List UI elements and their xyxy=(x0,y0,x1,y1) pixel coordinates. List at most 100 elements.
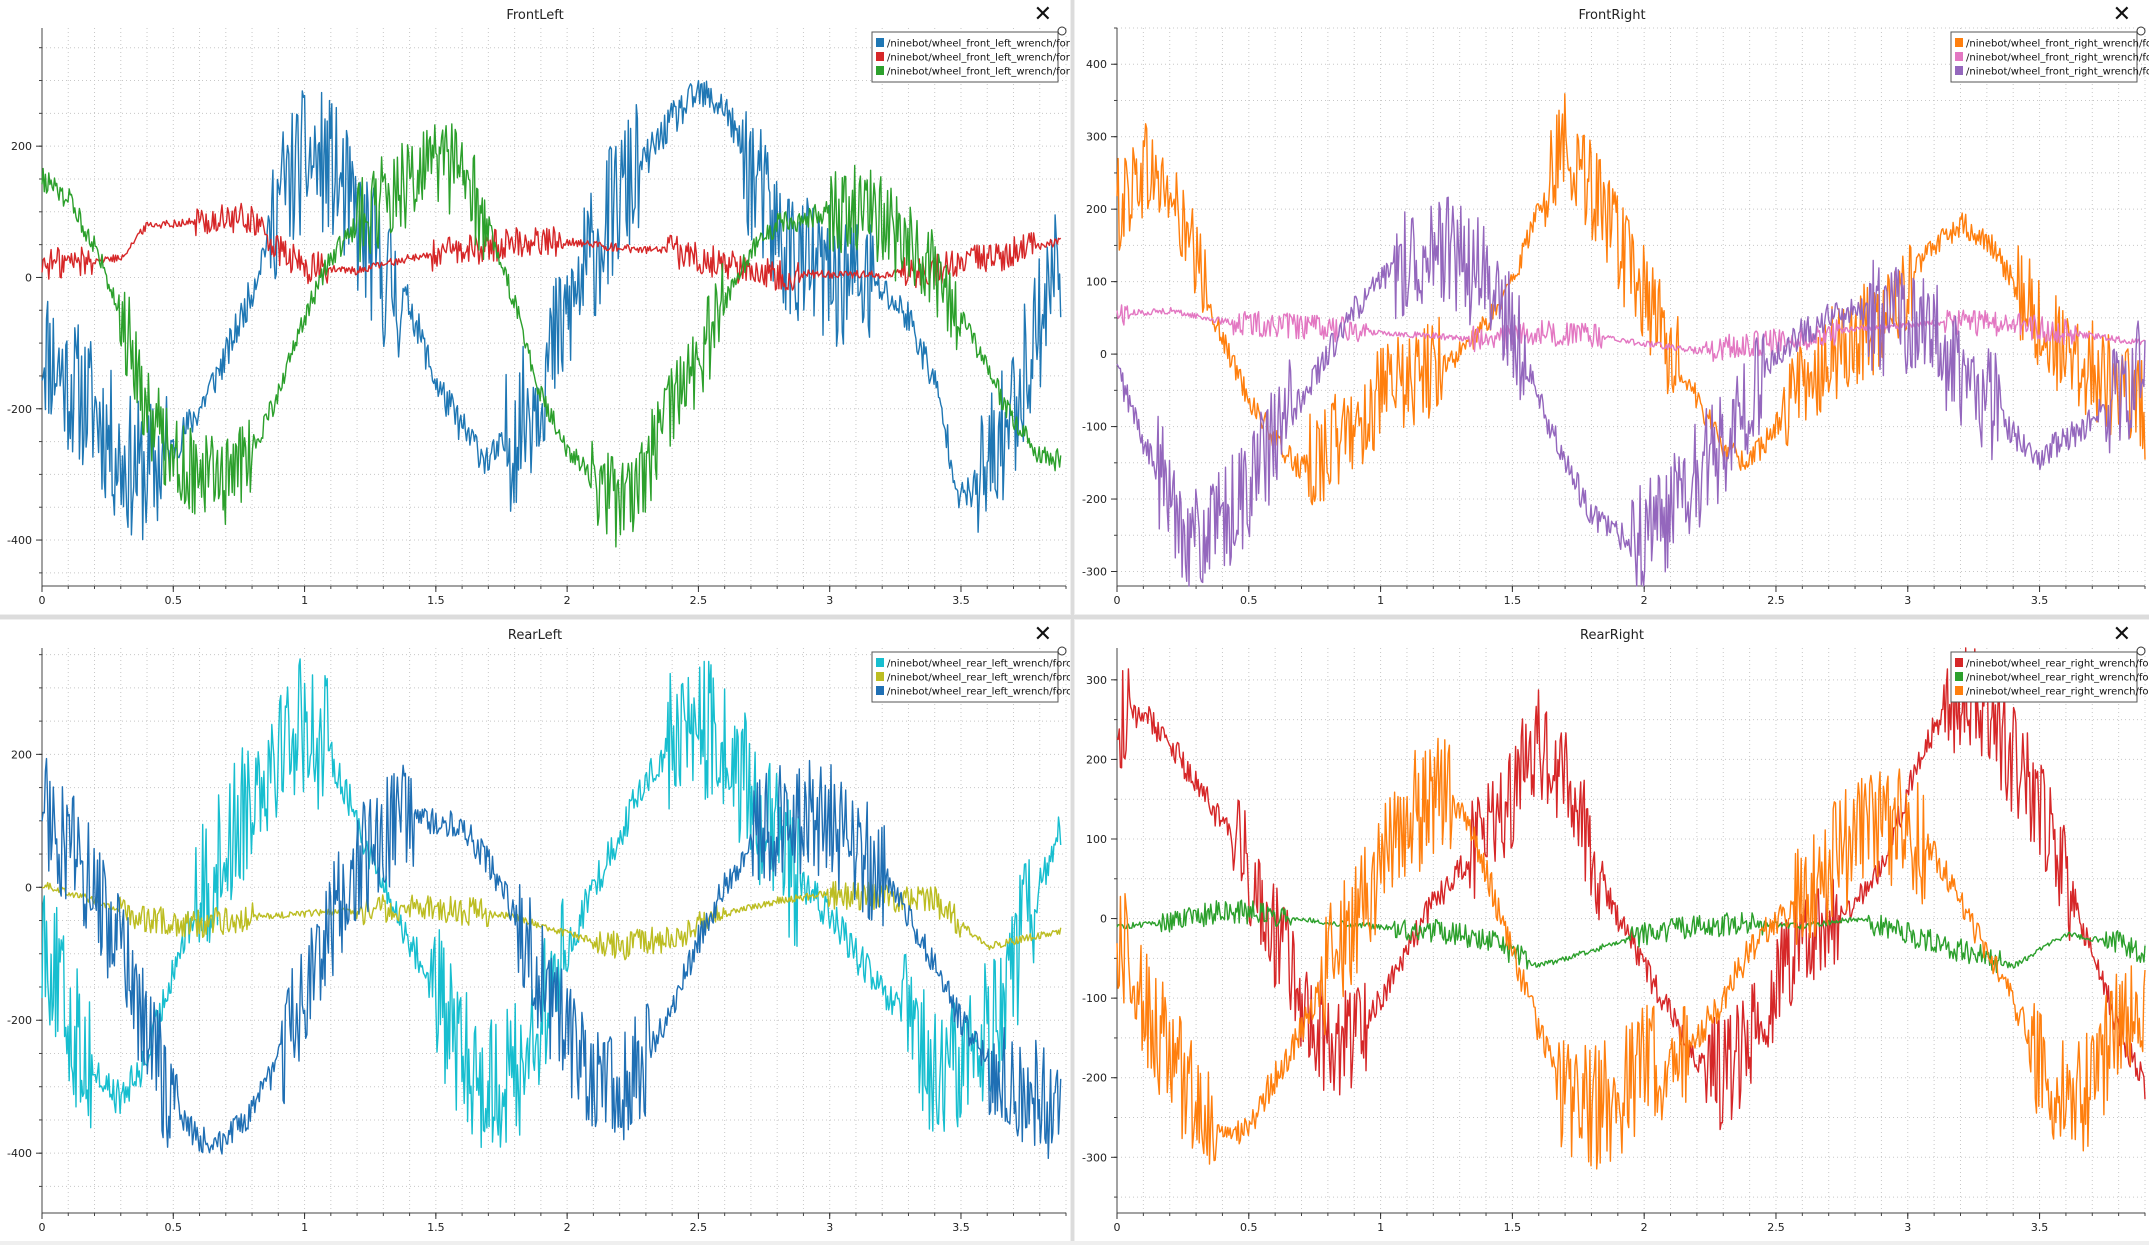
series-line xyxy=(41,123,1062,548)
y-tick-label: -200 xyxy=(1082,1072,1107,1085)
legend-swatch xyxy=(1955,52,1963,61)
legend-label: /ninebot/wheel_rear_right_wrench/force/y xyxy=(1966,673,2149,684)
x-tick-label: 1 xyxy=(301,1221,308,1234)
close-icon[interactable]: ✕ xyxy=(1033,2,1052,27)
x-tick-label: 3 xyxy=(826,1221,833,1234)
x-tick-label: 1.5 xyxy=(1504,594,1522,607)
x-tick-label: 3.5 xyxy=(952,1221,970,1234)
x-tick-label: 3.5 xyxy=(2031,1221,2048,1234)
y-tick-label: 0 xyxy=(25,271,32,284)
y-tick-label: 100 xyxy=(1086,276,1107,289)
y-tick-label: -400 xyxy=(7,1147,32,1160)
plot-area[interactable]: 0 0.5 1 1.5 2 2.5 3 3.5 300 200 100 0 -100 -200 -300/n… xyxy=(1075,620,2149,1241)
legend-swatch xyxy=(1955,66,1963,75)
y-tick-label: -200 xyxy=(7,1014,32,1027)
legend-label: /ninebot/wheel_rear_left_wrench/force/x xyxy=(887,659,1070,670)
x-tick-label: 2 xyxy=(1641,594,1648,607)
y-tick-label: 200 xyxy=(11,748,32,761)
legend-swatch xyxy=(876,658,884,667)
x-tick-label: 3.5 xyxy=(952,594,970,607)
legend-label: /ninebot/wheel_rear_left_wrench/force/z xyxy=(887,687,1070,698)
x-tick-label: 2.5 xyxy=(1767,594,1785,607)
legend-swatch xyxy=(1955,672,1963,681)
legend-label: /ninebot/wheel_front_left_wrench/force/z xyxy=(887,67,1070,78)
x-tick-label: 1.5 xyxy=(427,594,445,607)
legend-label: /ninebot/wheel_rear_left_wrench/force/y xyxy=(887,673,1070,684)
legend-label: /ninebot/wheel_rear_right_wrench/force/z xyxy=(1966,687,2149,698)
grid xyxy=(1116,27,2146,586)
legend-box xyxy=(1950,651,2138,703)
x-tick-label: 2.5 xyxy=(690,594,708,607)
legend-label: /ninebot/wheel_front_left_wrench/force/x xyxy=(887,39,1070,50)
x-tick-label: 1.5 xyxy=(427,1221,445,1234)
legend-swatch xyxy=(876,686,884,695)
panel-title: RearRight xyxy=(1580,628,1644,643)
x-tick-label: 1 xyxy=(301,594,308,607)
plot-panel-front-right[interactable]: FrontRight ✕ 0 0.5 1 1.5 2 2.5 3 3.5 400 300 200 10… xyxy=(1075,0,2149,614)
panel-title: FrontRight xyxy=(1578,8,1646,23)
legend-box xyxy=(871,651,1059,703)
series-line xyxy=(1116,737,2146,1170)
legend-swatch xyxy=(876,52,884,61)
series-line xyxy=(41,658,1062,1149)
close-icon[interactable]: ✕ xyxy=(1033,622,1052,647)
plot-area[interactable]: 0 0.5 1 1.5 2 2.5 3 3.5 400 300 200 100 0 -100 -200 -30… xyxy=(1075,0,2149,614)
x-tick-label: 0 xyxy=(39,594,46,607)
series-line xyxy=(41,202,1062,291)
legend-swatch xyxy=(1955,38,1963,47)
y-tick-label: -100 xyxy=(1082,421,1107,434)
panel-divider-vertical xyxy=(1071,0,1074,1241)
legend-label: /ninebot/wheel_front_right_wrench/force/… xyxy=(1966,53,2149,64)
x-tick-label: 0 xyxy=(1114,594,1121,607)
x-tick-label: 2 xyxy=(1641,1221,1648,1234)
legend-handle xyxy=(2136,646,2146,656)
x-tick-label: 0 xyxy=(1114,1221,1121,1234)
legend-label: /ninebot/wheel_front_right_wrench/force/… xyxy=(1966,67,2149,78)
panel-divider-horizontal xyxy=(0,615,2149,619)
x-tick-label: 1 xyxy=(1377,1221,1384,1234)
legend-swatch xyxy=(876,66,884,75)
y-tick-label: -200 xyxy=(7,403,32,416)
y-tick-label: -200 xyxy=(1082,493,1107,506)
x-tick-label: 0.5 xyxy=(1240,594,1258,607)
x-tick-label: 3 xyxy=(1904,594,1911,607)
close-icon[interactable]: ✕ xyxy=(2112,622,2131,647)
plot-panel-rear-right[interactable]: RearRight ✕ 0 0.5 1 1.5 2 2.5 3 3.5 300 200 100 0 -1… xyxy=(1075,620,2149,1241)
y-tick-label: 300 xyxy=(1086,131,1107,144)
x-tick-label: 3.5 xyxy=(2031,594,2048,607)
legend-label: /ninebot/wheel_front_right_wrench/force/… xyxy=(1966,39,2149,50)
y-tick-label: 200 xyxy=(1086,203,1107,216)
plot-panel-rear-left[interactable]: RearLeft ✕ 0 0.5 1 1.5 2 2.5 3 3.5 200 0 -200 -400 /… xyxy=(0,620,1087,1241)
y-tick-label: 300 xyxy=(1086,674,1107,687)
panel-title: RearLeft xyxy=(507,628,563,643)
y-tick-label: 0 xyxy=(25,881,32,894)
x-tick-label: 1 xyxy=(1377,594,1384,607)
plot-area[interactable]: 0 0.5 1 1.5 2 2.5 3 3.5 200 0 -200 -400/ninebot/whe… xyxy=(0,620,1087,1241)
series-line xyxy=(1116,899,2146,974)
legend-swatch xyxy=(1955,658,1963,667)
legend: /ninebot/wheel_rear_left_wrench/force/x /… xyxy=(871,651,1087,703)
y-tick-label: -300 xyxy=(1082,1151,1107,1164)
legend-label: /ninebot/wheel_front_left_wrench/force/y xyxy=(887,53,1070,64)
x-tick-label: 0.5 xyxy=(1240,1221,1258,1234)
x-tick-label: 2 xyxy=(564,1221,571,1234)
y-tick-label: 100 xyxy=(1086,833,1107,846)
legend: /ninebot/wheel_rear_right_wrench/force/x… xyxy=(1950,651,2149,703)
x-tick-label: 1.5 xyxy=(1504,1221,1522,1234)
legend: /ninebot/wheel_front_right_wrench/force/… xyxy=(1950,31,2149,83)
close-icon[interactable]: ✕ xyxy=(2112,2,2131,27)
legend-handle xyxy=(2136,26,2146,36)
series-line xyxy=(1116,93,2146,506)
plot-panel-front-left[interactable]: FrontLeft ✕ 0 0.5 1 1.5 2 2.5 3 3.5 200 0 -200 -400… xyxy=(0,0,1091,614)
y-tick-label: -400 xyxy=(7,534,32,547)
x-tick-label: 3 xyxy=(1904,1221,1911,1234)
x-tick-label: 2.5 xyxy=(1767,1221,1785,1234)
plot-area[interactable]: 0 0.5 1 1.5 2 2.5 3 3.5 200 0 -200 -400/ninebot/whe… xyxy=(0,0,1091,614)
series-line xyxy=(41,757,1062,1159)
legend-box xyxy=(871,31,1059,83)
legend-swatch xyxy=(876,38,884,47)
series-line xyxy=(1116,196,2146,587)
x-tick-label: 0.5 xyxy=(165,1221,183,1234)
legend-swatch xyxy=(1955,686,1963,695)
x-tick-label: 3 xyxy=(826,594,833,607)
